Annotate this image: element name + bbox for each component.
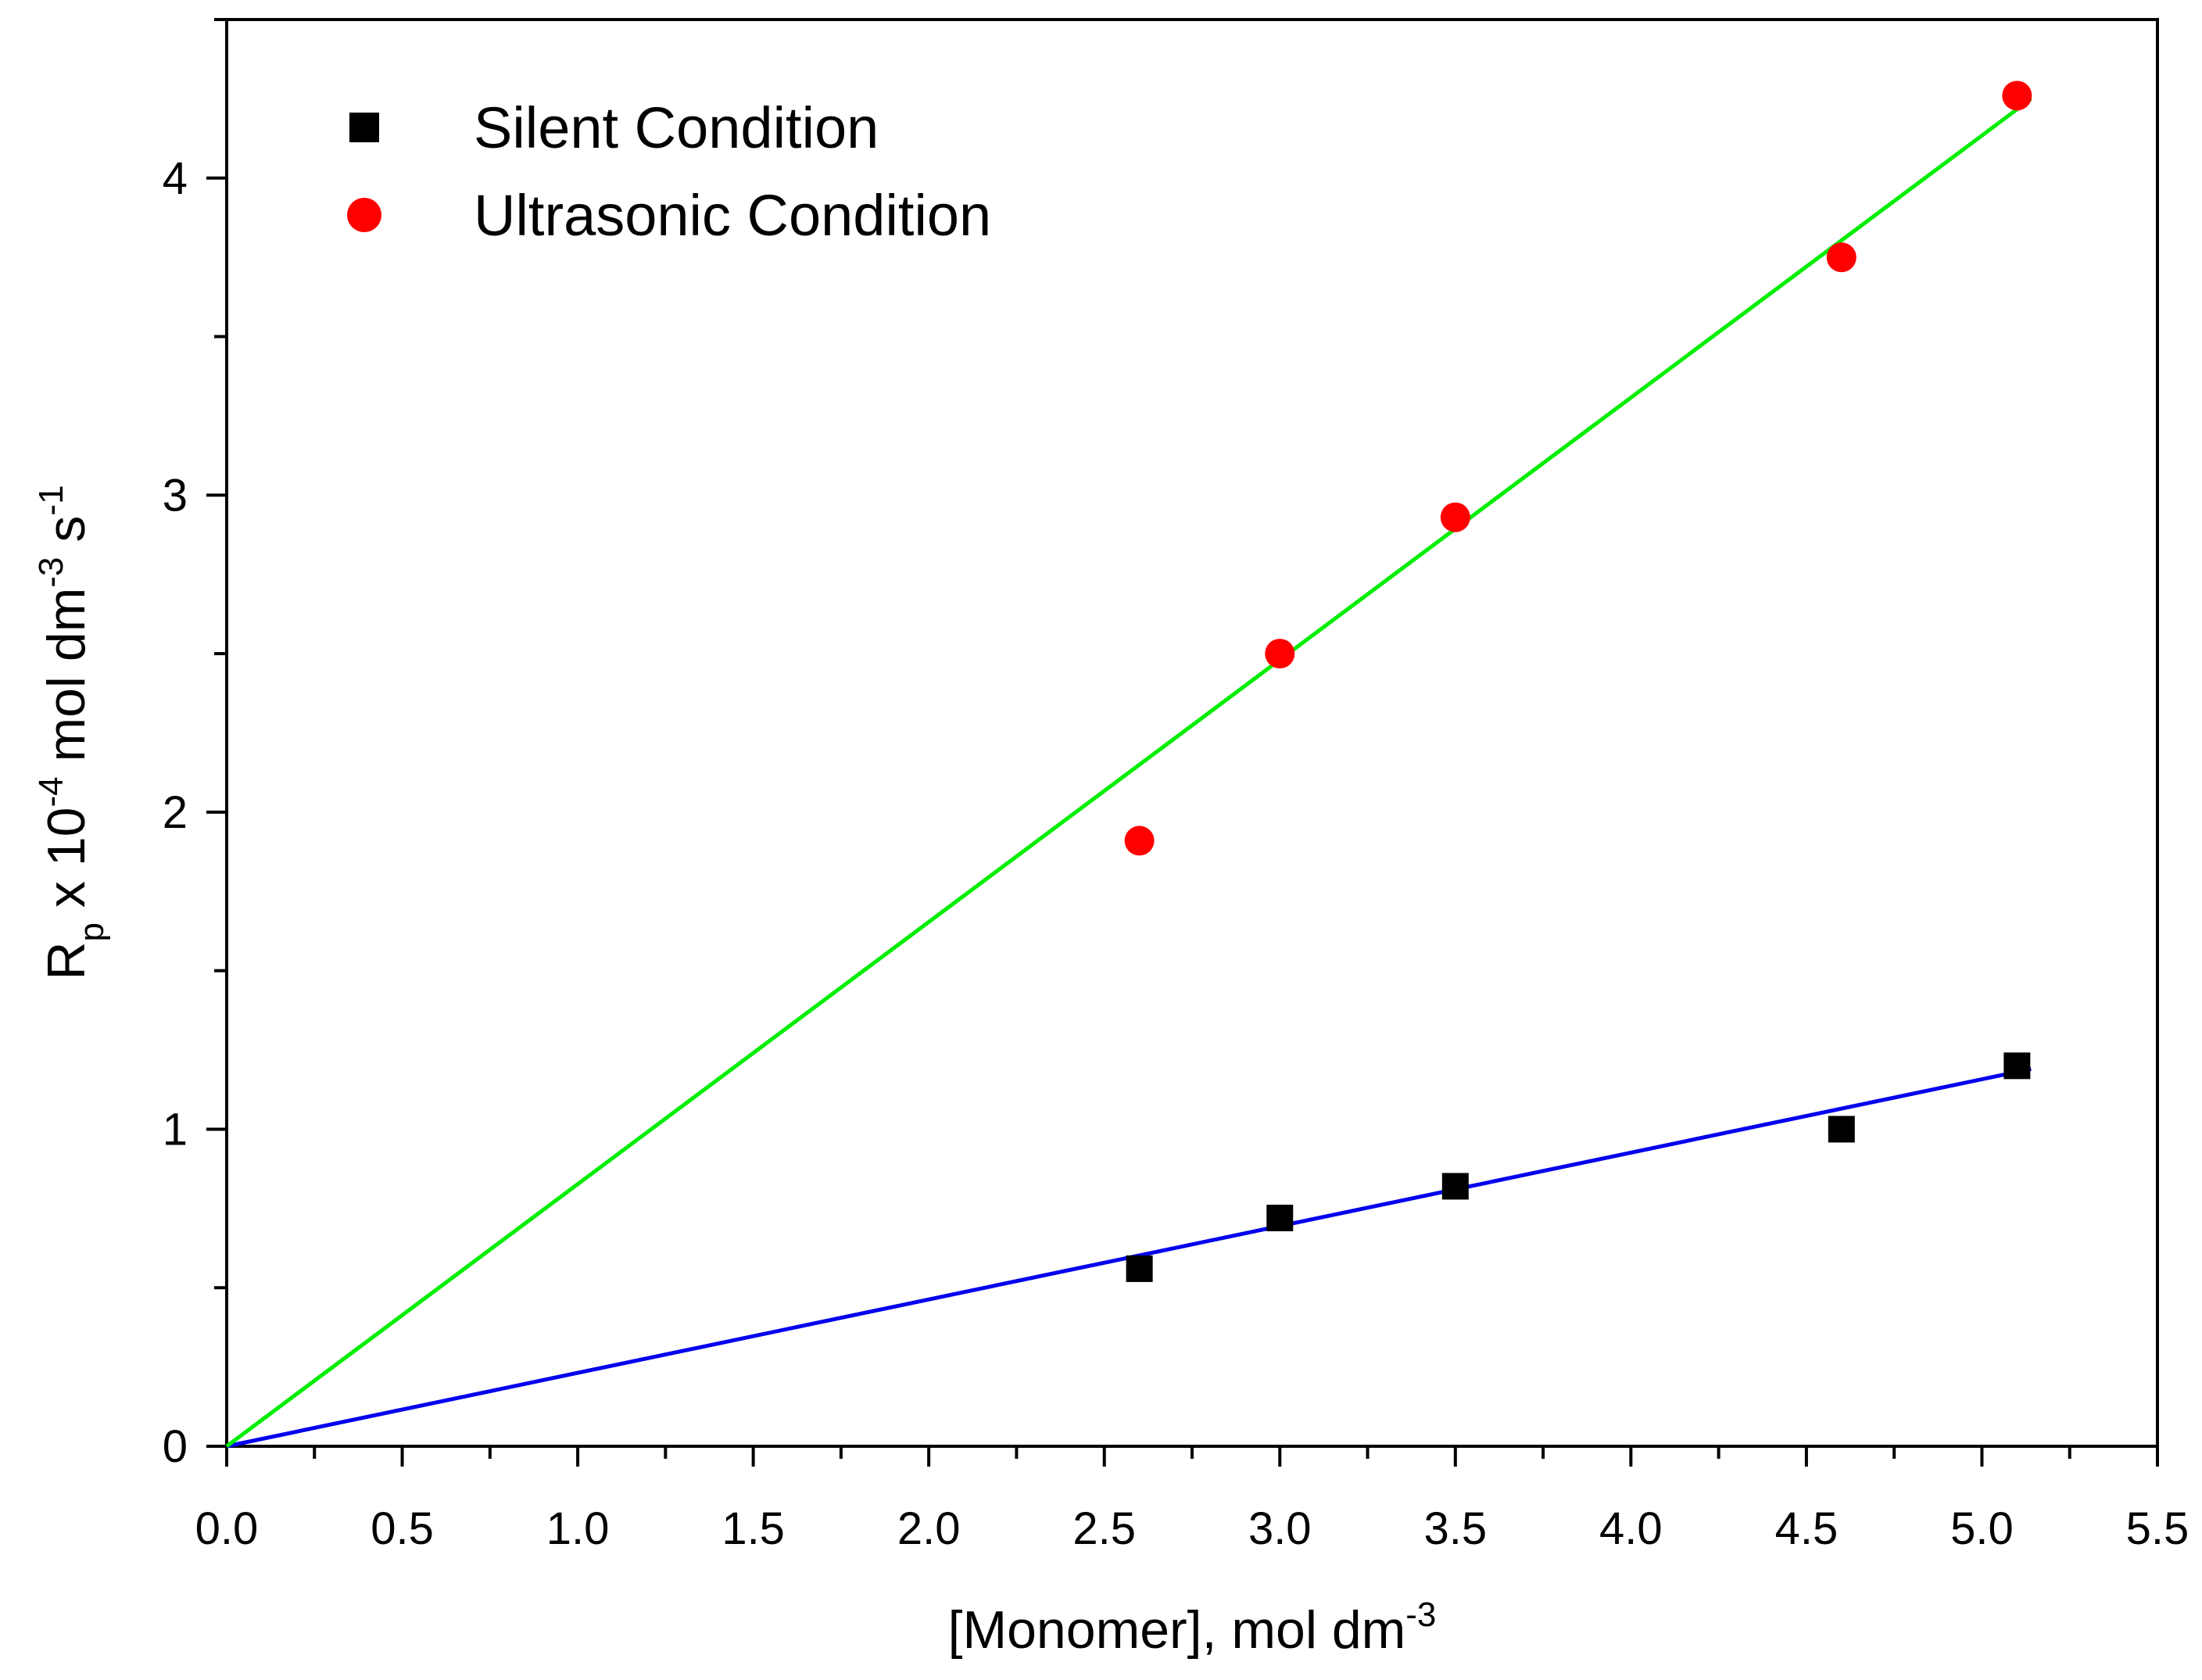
x-tick-label: 3.0 xyxy=(1248,1503,1312,1554)
x-tick-label: 1.5 xyxy=(721,1503,785,1554)
x-tick-label: 0.5 xyxy=(371,1503,434,1554)
silent-data-point xyxy=(1126,1255,1153,1282)
y-tick-label: 3 xyxy=(163,470,188,521)
x-axis-title: [Monomer], mol dm-3 xyxy=(948,1596,1437,1660)
x-tick-label: 2.0 xyxy=(897,1503,961,1554)
axis-ticks: 0.0 0.5 1.0 1.5 2.0 2.5 3.0 3.5 4.0 4.5 5.0 5.5 0 1 2 3… xyxy=(163,18,2189,1554)
x-tick-label: 1.0 xyxy=(546,1503,610,1554)
x-tick-label: 2.5 xyxy=(1072,1503,1136,1554)
legend-square-marker xyxy=(349,113,379,142)
silent-data-point xyxy=(1828,1116,1855,1143)
y-axis-title: Rp x 10-4 mol dm-3 s-1 xyxy=(32,485,111,980)
x-tick-label: 3.5 xyxy=(1423,1503,1487,1554)
silent-data-point xyxy=(1441,1173,1469,1200)
legend-circle-marker xyxy=(347,198,381,232)
ultrasonic-data-point xyxy=(1440,502,1470,532)
silent-data-point xyxy=(2003,1052,2031,1080)
data-points xyxy=(1124,81,2032,1282)
ultrasonic-data-point xyxy=(1265,639,1295,669)
x-tick-label: 4.0 xyxy=(1599,1503,1663,1554)
y-tick-label: 4 xyxy=(163,153,188,204)
x-tick-label: 4.5 xyxy=(1775,1503,1839,1554)
x-tick-label: 0.0 xyxy=(195,1503,259,1554)
fit-lines xyxy=(225,97,2032,1449)
y-tick-label: 2 xyxy=(163,787,188,838)
silent-data-point xyxy=(1266,1205,1294,1231)
y-tick-label: 0 xyxy=(163,1421,188,1472)
legend: Silent Condition Ultrasonic Condition xyxy=(347,95,991,248)
ultrasonic-data-point xyxy=(2002,81,2032,111)
x-tick-label: 5.0 xyxy=(1950,1503,2014,1554)
ultrasonic-data-point xyxy=(1826,242,1856,273)
ultrasonic-data-point xyxy=(1124,826,1155,856)
legend-label: Ultrasonic Condition xyxy=(474,183,991,248)
ultrasonic-fit-line xyxy=(225,97,2032,1449)
legend-label: Silent Condition xyxy=(474,95,879,160)
x-tick-label: 5.5 xyxy=(2126,1503,2189,1554)
y-tick-label: 1 xyxy=(163,1104,188,1155)
